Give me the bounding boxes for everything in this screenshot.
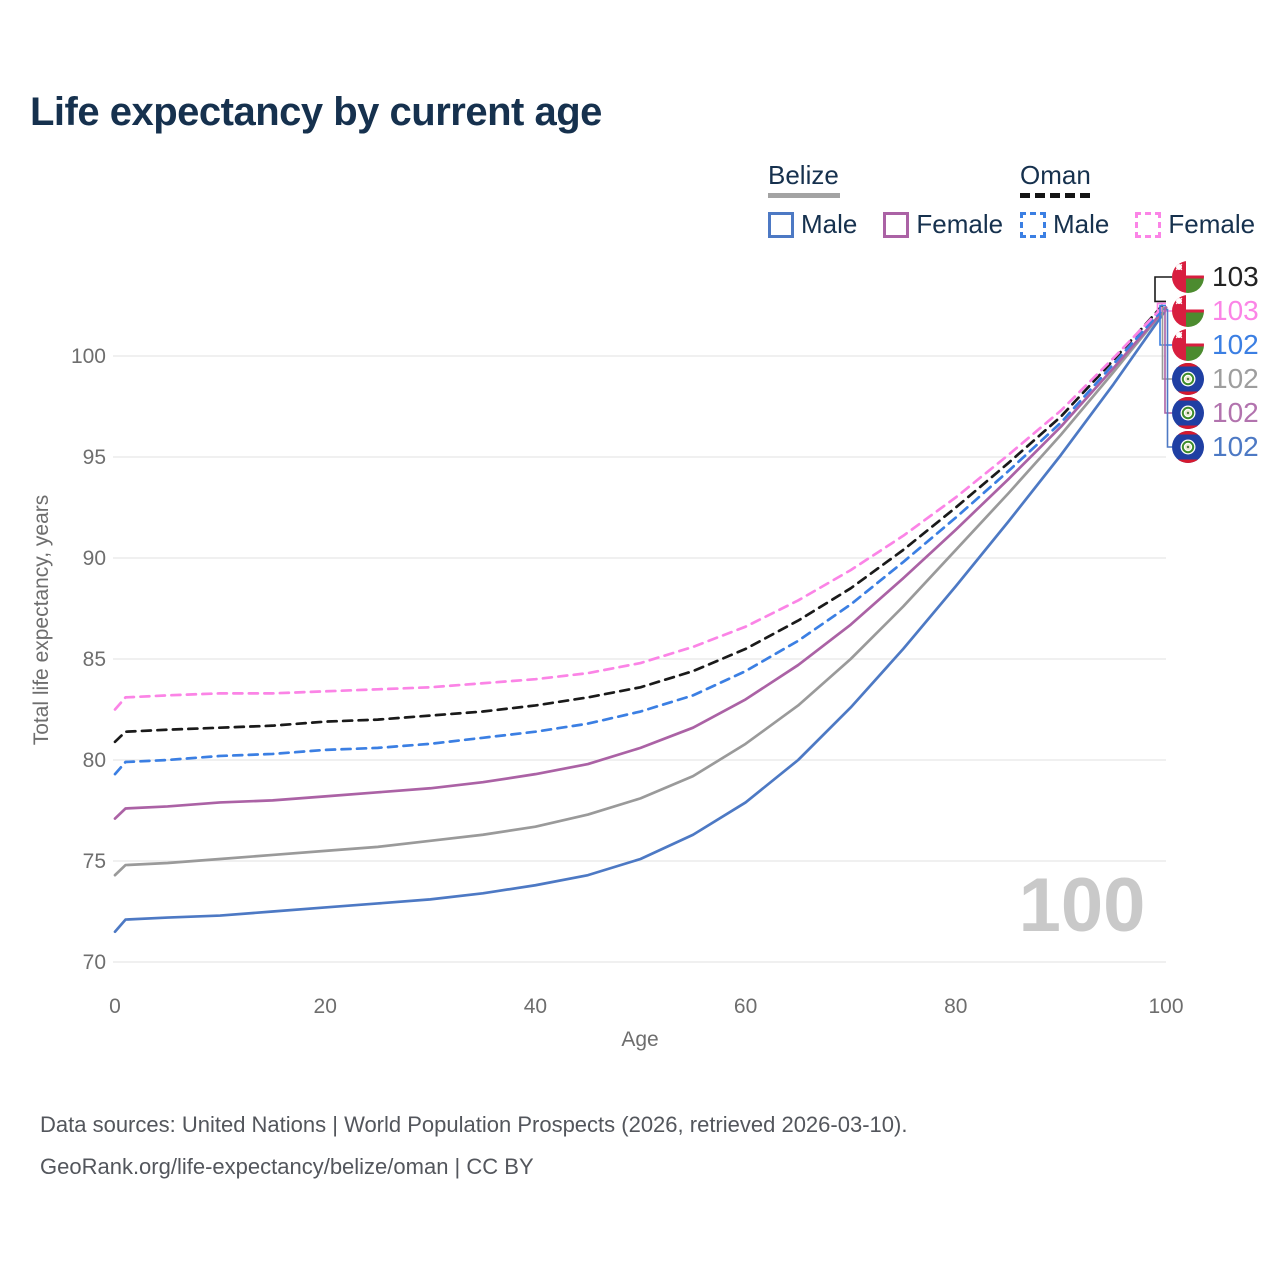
x-tick-label: 100 <box>1148 995 1183 1018</box>
x-tick-label: 20 <box>314 995 337 1018</box>
footer-attribution-line: GeoRank.org/life-expectancy/belize/oman … <box>40 1154 534 1179</box>
legend-oman-underline-dashed-line <box>1020 193 1090 198</box>
x-tick-label: 80 <box>944 995 967 1018</box>
oman-male-swatch-icon <box>1020 211 1046 238</box>
series-line-oman_both[interactable] <box>113 300 1168 744</box>
y-tick-label: 95 <box>83 446 106 469</box>
y-tick-label: 75 <box>83 850 106 873</box>
end-value-label: 102 <box>1212 329 1259 360</box>
end-value-label: 102 <box>1212 431 1259 462</box>
legend-item-belize-female[interactable]: Female <box>883 209 1003 240</box>
oman-flag-icon <box>1172 261 1204 293</box>
y-tick-label: 100 <box>71 345 106 368</box>
legend-item-oman-male[interactable]: Male <box>1020 209 1109 240</box>
end-label-connector <box>1164 306 1172 414</box>
age-counter-watermark: 100 <box>1018 863 1146 948</box>
end-label-connector <box>1154 276 1172 303</box>
series-line-oman_male[interactable] <box>113 304 1168 776</box>
y-tick-label: 85 <box>83 648 106 671</box>
y-axis-title: Total life expectancy, years <box>30 494 53 746</box>
end-label-connector <box>1159 304 1172 346</box>
end-value-label: 102 <box>1212 363 1259 394</box>
series-line-belize_male[interactable] <box>113 308 1168 934</box>
x-tick-label: 40 <box>524 995 547 1018</box>
oman-flag-icon <box>1172 329 1204 361</box>
oman-female-swatch-icon <box>1135 211 1162 238</box>
end-label-connector <box>1166 308 1172 448</box>
series-line-belize_female[interactable] <box>113 306 1168 820</box>
footer-sources-line: Data sources: United Nations | World Pop… <box>40 1112 908 1137</box>
series-line-belize_both[interactable] <box>113 306 1168 877</box>
end-value-label: 102 <box>1212 397 1259 428</box>
x-axis-title: Age <box>621 1028 659 1051</box>
belize-flag-icon <box>1172 363 1204 395</box>
legend-belize-underline-solid-line <box>768 193 840 198</box>
legend-oman-header[interactable]: Oman <box>1020 160 1091 190</box>
legend-group-oman: Oman Male Female <box>1020 160 1280 240</box>
belize-flag-icon <box>1172 431 1204 463</box>
legend-belize-header[interactable]: Belize <box>768 160 839 190</box>
oman-flag-icon <box>1172 295 1204 327</box>
y-tick-label: 90 <box>83 547 106 570</box>
x-tick-label: 0 <box>109 995 121 1018</box>
legend-item-label: Female <box>916 209 1004 239</box>
x-tick-label: 60 <box>734 995 757 1018</box>
belize-female-swatch-icon <box>883 211 910 238</box>
legend-item-belize-male[interactable]: Male <box>768 209 857 240</box>
legend-item-label: Male <box>801 209 858 239</box>
belize-flag-icon <box>1172 397 1204 429</box>
legend-item-oman-female[interactable]: Female <box>1135 209 1255 240</box>
y-tick-label: 70 <box>83 951 106 974</box>
legend-item-label: Male <box>1053 209 1110 239</box>
legend-group-belize: Belize Male Female <box>768 160 1029 240</box>
series-line-oman_female[interactable] <box>113 302 1168 711</box>
y-tick-label: 80 <box>83 749 106 772</box>
end-value-label: 103 <box>1212 261 1259 292</box>
footer: Data sources: United Nations | World Pop… <box>40 1104 907 1188</box>
belize-male-swatch-icon <box>768 211 794 238</box>
end-value-label: 103 <box>1212 295 1259 326</box>
legend-item-label: Female <box>1168 209 1256 239</box>
page-title: Life expectancy by current age <box>30 90 602 134</box>
